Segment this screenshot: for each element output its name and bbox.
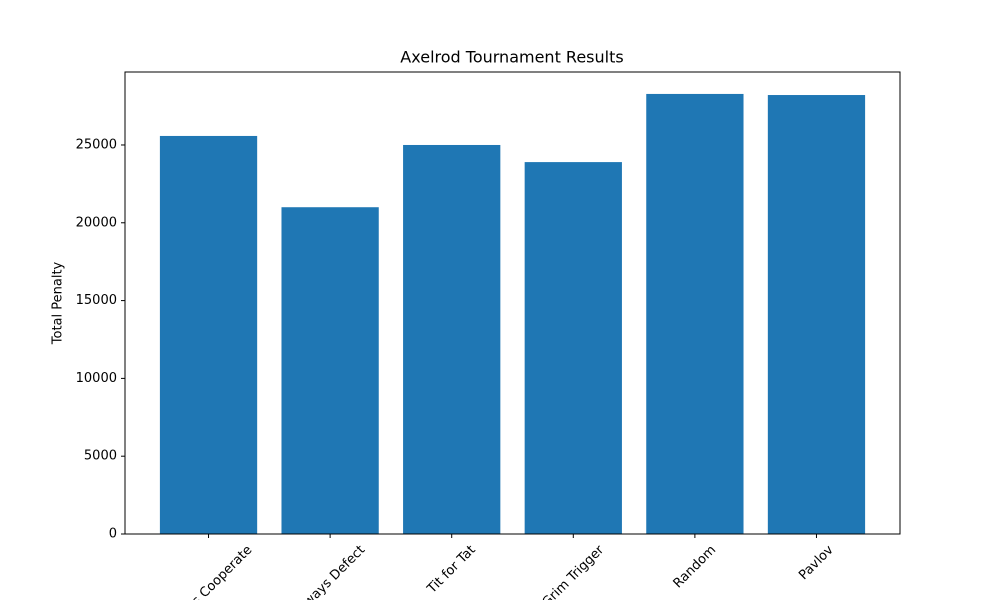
bar <box>524 162 622 535</box>
y-axis-label: Total Penalty <box>51 261 66 345</box>
plot-frame <box>124 71 901 535</box>
bar <box>159 135 258 534</box>
chart-title: Axelrod Tournament Results <box>400 48 623 67</box>
bar <box>403 144 501 534</box>
bar <box>281 207 379 534</box>
y-tick-label: 15000 <box>76 293 117 308</box>
bar <box>646 93 744 534</box>
bar <box>767 95 866 535</box>
y-tick-label: 25000 <box>76 137 117 152</box>
y-tick-label: 10000 <box>76 371 117 386</box>
y-tick-label: 5000 <box>84 449 117 464</box>
y-tick-label: 20000 <box>76 215 117 230</box>
y-tick-label: 0 <box>109 527 117 542</box>
